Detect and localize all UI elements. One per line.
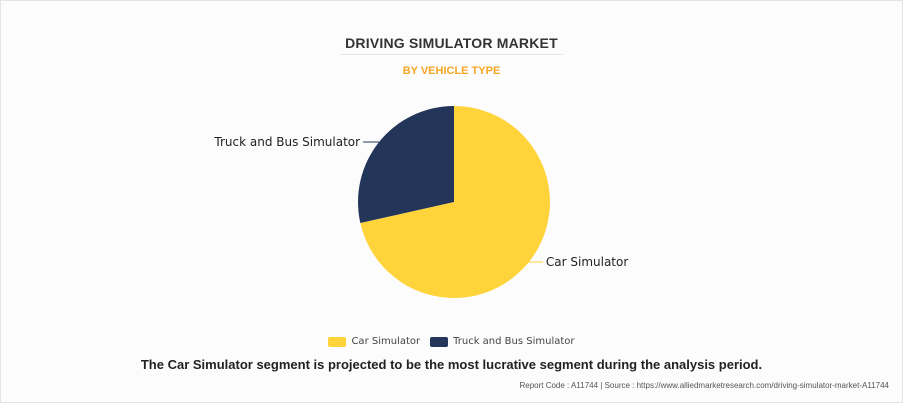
slice-label-truck-and-bus-simulator: Truck and Bus Simulator (213, 135, 360, 149)
source-footer: Report Code : A11744 | Source : https://… (519, 381, 889, 390)
pie-slice-truck-and-bus-simulator[interactable] (357, 106, 454, 223)
legend-label-truck-bus-simulator: Truck and Bus Simulator (453, 336, 575, 347)
legend-swatch-car-simulator (328, 336, 347, 347)
title-divider (340, 54, 563, 55)
slice-label-car-simulator: Car Simulator (546, 255, 628, 269)
pie-slice-car-simulator[interactable] (360, 106, 550, 299)
chart-legend: Car Simulator Truck and Bus Simulator (0, 336, 903, 347)
chart-subtitle: BY VEHICLE TYPE (402, 65, 501, 77)
source-text: Source : https://www.alliedmarketresearc… (604, 381, 889, 390)
legend-item-car-simulator[interactable]: Car Simulator (328, 336, 420, 347)
legend-label-car-simulator: Car Simulator (351, 336, 421, 347)
chart-caption: The Car Simulator segment is projected t… (140, 357, 763, 372)
legend-swatch-truck-bus-simulator (430, 336, 449, 347)
chart-title: DRIVING SIMULATOR MARKET (345, 35, 558, 51)
legend-item-truck-bus-simulator[interactable]: Truck and Bus Simulator (430, 336, 575, 347)
footer-separator: | (600, 381, 603, 390)
report-code: Report Code : A11744 (519, 381, 599, 390)
